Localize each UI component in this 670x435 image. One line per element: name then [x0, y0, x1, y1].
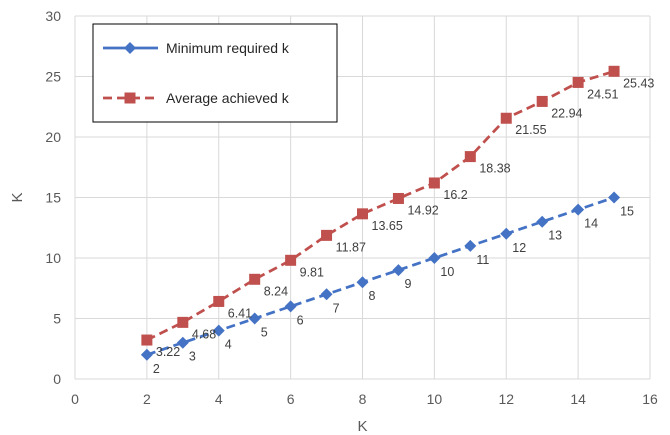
data-point-minimum-required-k-2 [140, 348, 153, 361]
data-point-minimum-required-k-5 [248, 312, 261, 325]
x-tick-label-10: 10 [427, 391, 443, 407]
data-point-minimum-required-k-4 [212, 324, 225, 337]
data-label-minimum-required-k-3: 3 [189, 350, 196, 364]
data-point-minimum-required-k-7 [320, 288, 333, 301]
data-label-average-achieved-k-8: 13.65 [372, 219, 403, 233]
data-label-average-achieved-k-6: 9.81 [300, 265, 324, 279]
x-tick-label-2: 2 [143, 391, 151, 407]
data-label-average-achieved-k-4: 6.41 [228, 306, 252, 320]
data-point-minimum-required-k-11 [464, 239, 477, 252]
data-point-average-achieved-k-3 [177, 316, 189, 328]
data-label-average-achieved-k-15: 25.43 [623, 76, 654, 90]
data-label-minimum-required-k-11: 11 [476, 253, 489, 267]
legend-marker-minimum-required-k [124, 42, 136, 54]
x-tick-label-12: 12 [498, 391, 514, 407]
series-layer: 2 3 4 5 6 7 8 9 10 11 12 13 14 15 3.22 4.68 6.41 8.24 9.81… [140, 65, 654, 376]
data-label-average-achieved-k-5: 8.24 [264, 284, 288, 298]
legend-label-average-achieved-k: Average achieved k [166, 90, 290, 106]
data-point-average-achieved-k-12 [500, 112, 512, 124]
data-label-minimum-required-k-12: 12 [512, 241, 526, 255]
data-point-average-achieved-k-2 [141, 334, 153, 346]
data-label-average-achieved-k-11: 18.38 [479, 162, 510, 176]
y-tick-label-10: 10 [45, 250, 61, 266]
data-label-average-achieved-k-7: 11.87 [336, 240, 366, 254]
data-label-minimum-required-k-9: 9 [404, 277, 411, 291]
data-point-average-achieved-k-9 [392, 192, 404, 204]
data-label-average-achieved-k-10: 16.2 [443, 188, 467, 202]
data-point-average-achieved-k-11 [464, 151, 476, 163]
data-label-minimum-required-k-7: 7 [333, 301, 340, 315]
data-point-average-achieved-k-5 [249, 273, 261, 285]
x-tick-label-8: 8 [359, 391, 367, 407]
data-point-minimum-required-k-8 [356, 276, 369, 289]
data-point-average-achieved-k-6 [285, 254, 297, 266]
series-line-average-achieved-k [146, 69, 615, 342]
data-label-minimum-required-k-14: 14 [584, 217, 598, 231]
data-point-average-achieved-k-7 [321, 229, 333, 241]
legend-label-minimum-required-k: Minimum required k [166, 40, 290, 56]
data-label-minimum-required-k-6: 6 [297, 313, 304, 327]
data-label-average-achieved-k-2: 3.22 [156, 345, 180, 359]
data-point-average-achieved-k-8 [357, 208, 368, 220]
x-axis-title: K [357, 418, 367, 435]
data-point-average-achieved-k-13 [536, 95, 548, 107]
data-label-minimum-required-k-15: 15 [620, 205, 634, 219]
data-point-minimum-required-k-15 [608, 191, 621, 204]
y-tick-label-20: 20 [45, 129, 61, 145]
legend-box [92, 23, 338, 123]
x-tick-label-6: 6 [287, 391, 295, 407]
data-point-minimum-required-k-12 [500, 227, 513, 240]
legend: Minimum required k Average achieved k [92, 23, 338, 123]
data-label-minimum-required-k-13: 13 [548, 229, 562, 243]
series-average-achieved-k: 3.22 4.68 6.41 8.24 9.81 11.87 13.65 14.92 16.2 1… [141, 65, 654, 359]
data-point-minimum-required-k-13 [536, 215, 549, 228]
data-point-average-achieved-k-14 [572, 76, 584, 88]
series-line-minimum-required-k [146, 196, 615, 357]
data-label-minimum-required-k-5: 5 [261, 326, 268, 340]
data-point-average-achieved-k-4 [213, 295, 225, 307]
data-label-average-achieved-k-14: 24.51 [587, 87, 618, 101]
data-point-average-achieved-k-10 [428, 177, 440, 189]
y-tick-label-5: 5 [53, 311, 61, 327]
data-point-minimum-required-k-9 [392, 264, 405, 277]
y-tick-label-0: 0 [53, 371, 61, 387]
data-label-average-achieved-k-13: 22.94 [551, 106, 582, 120]
data-label-minimum-required-k-2: 2 [153, 362, 160, 376]
data-label-minimum-required-k-4: 4 [225, 338, 232, 352]
x-tick-label-16: 16 [642, 391, 658, 407]
data-label-minimum-required-k-10: 10 [440, 265, 454, 279]
y-tick-label-30: 30 [45, 8, 61, 24]
y-tick-label-25: 25 [45, 69, 61, 85]
data-label-average-achieved-k-9: 14.92 [407, 203, 438, 217]
data-point-average-achieved-k-15 [608, 65, 620, 77]
x-tick-label-14: 14 [570, 391, 586, 407]
data-label-minimum-required-k-8: 8 [369, 289, 376, 303]
data-label-average-achieved-k-12: 21.55 [515, 123, 546, 137]
data-point-minimum-required-k-10 [428, 252, 441, 264]
y-tick-label-15: 15 [45, 190, 61, 206]
y-axis-title: K [9, 192, 26, 202]
data-point-minimum-required-k-3 [176, 336, 189, 349]
data-point-minimum-required-k-6 [284, 300, 297, 313]
data-point-minimum-required-k-14 [572, 203, 585, 216]
series-minimum-required-k: 2 3 4 5 6 7 8 9 10 11 12 13 14 15 [140, 191, 634, 376]
data-label-average-achieved-k-3: 4.68 [192, 327, 216, 341]
x-tick-label-4: 4 [215, 391, 223, 407]
legend-marker-average-achieved-k [124, 92, 136, 104]
x-tick-label-0: 0 [71, 391, 79, 407]
